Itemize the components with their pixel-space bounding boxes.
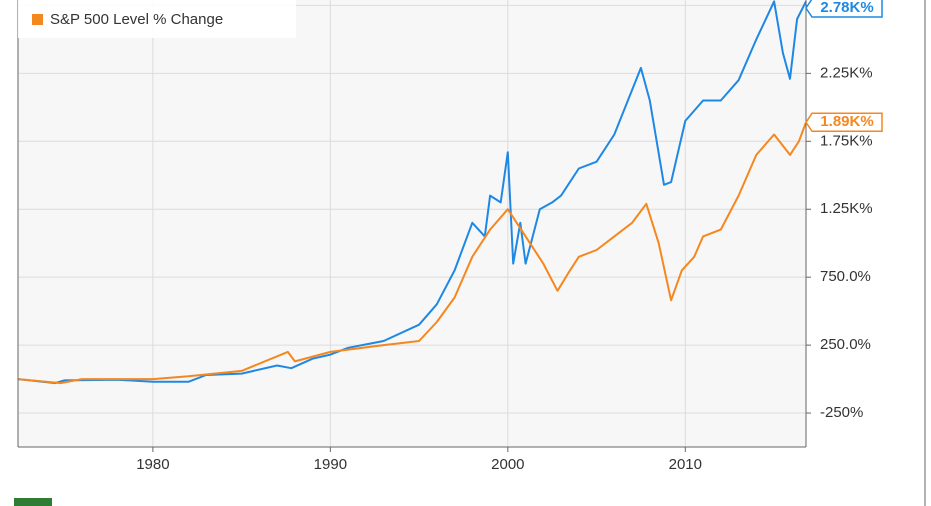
end-flag-label: 1.89K% xyxy=(820,113,873,130)
x-tick-label: 2000 xyxy=(491,456,524,473)
end-flag-box xyxy=(805,112,883,133)
y-tick-label: 750.0% xyxy=(820,268,871,285)
grid xyxy=(18,0,806,447)
y-tick-label: -250% xyxy=(820,404,863,421)
logo xyxy=(14,498,52,506)
labels: -250%250.0%750.0%1.25K%1.75K%2.25K%2.75K… xyxy=(136,0,883,473)
end-flag: 2.78K% xyxy=(805,0,883,18)
legend: S&P 500 Level % Change xyxy=(18,0,296,38)
x-tick-label: 2010 xyxy=(669,456,702,473)
y-tick-label: 250.0% xyxy=(820,336,871,353)
legend-box xyxy=(18,0,296,38)
series-line xyxy=(17,121,807,385)
plot-area xyxy=(18,0,806,447)
end-flag-label: 2.78K% xyxy=(820,0,873,16)
y-tick-label: 1.75K% xyxy=(820,132,873,149)
legend-label: S&P 500 Level % Change xyxy=(50,11,223,28)
legend-swatch xyxy=(32,14,43,25)
x-tick-label: 1990 xyxy=(314,456,347,473)
y-tick-label: 2.25K% xyxy=(820,64,873,81)
y-tick-label: 1.25K% xyxy=(820,200,873,217)
x-tick-label: 1980 xyxy=(136,456,169,473)
end-flag-box xyxy=(805,0,883,18)
series-line xyxy=(17,0,807,385)
lines xyxy=(17,0,807,385)
end-flag: 1.89K% xyxy=(805,112,883,133)
